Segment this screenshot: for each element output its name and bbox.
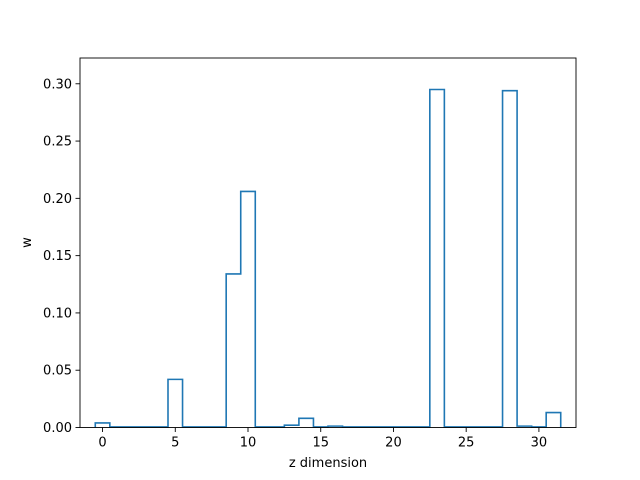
x-tick-label: 10 <box>240 436 257 451</box>
y-tick-label: 0.10 <box>43 306 72 321</box>
bar-14 <box>299 418 314 427</box>
y-tick-label: 0.30 <box>43 77 72 92</box>
bar-23 <box>430 90 445 428</box>
y-tick-label: 0.20 <box>43 192 72 207</box>
bar-28 <box>503 91 518 428</box>
y-tick-label: 0.15 <box>43 249 72 264</box>
y-tick-label: 0.05 <box>43 364 72 379</box>
x-tick-label: 0 <box>98 436 106 451</box>
x-tick-label: 25 <box>458 436 475 451</box>
x-tick-label: 5 <box>171 436 179 451</box>
bar-9 <box>226 274 241 428</box>
x-tick-label: 15 <box>312 436 329 451</box>
bars-group <box>95 90 560 428</box>
x-tick-label: 20 <box>385 436 402 451</box>
y-tick-label: 0.00 <box>43 421 72 436</box>
y-axis-label: w <box>20 237 35 248</box>
bar-10 <box>241 191 256 427</box>
x-tick-label: 30 <box>531 436 548 451</box>
y-tick-label: 0.25 <box>43 135 72 150</box>
step-outline <box>94 88 562 428</box>
bar-31 <box>546 413 561 428</box>
axes-frame <box>79 57 577 428</box>
x-axis-label: z dimension <box>289 456 367 471</box>
ticks-group: 0 5 10 15 20 25 30 0.00 0.05 0.10 0.15 0.20 0.25 0.30 <box>43 77 547 450</box>
bar-5 <box>168 379 183 427</box>
